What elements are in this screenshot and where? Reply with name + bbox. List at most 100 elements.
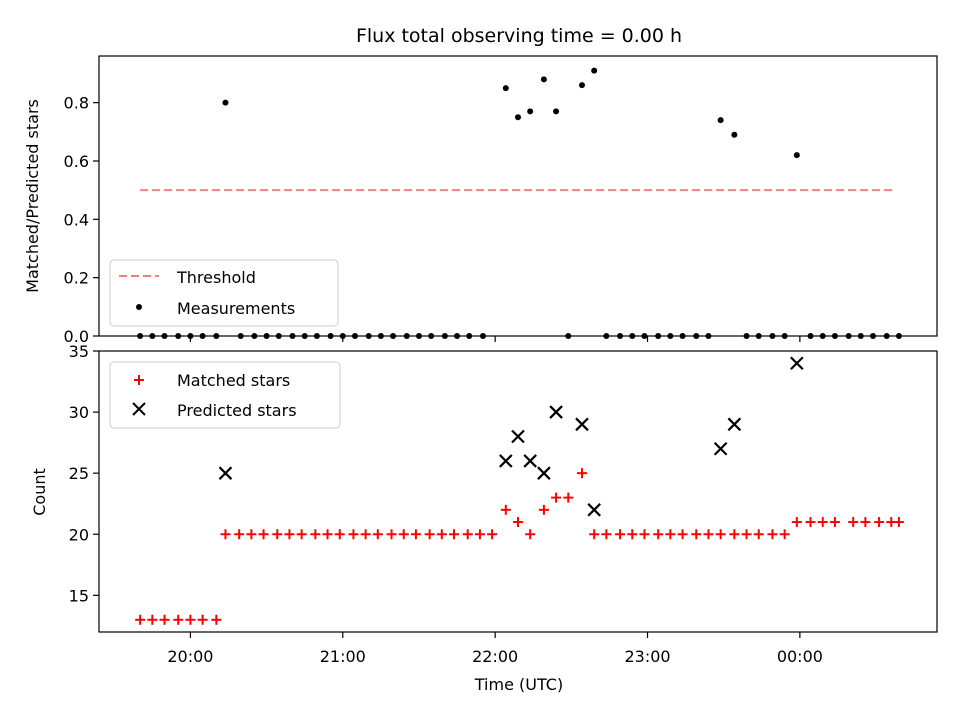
matched-point-28 (487, 529, 498, 540)
measurement-point-17 (351, 333, 358, 339)
measurement-point-44 (705, 333, 712, 339)
matched-point-41 (653, 529, 664, 540)
matched-point-44 (691, 529, 702, 540)
measurement-point-21 (403, 333, 410, 339)
matched-point-29 (500, 504, 511, 515)
xtick-label-4: 00:00 (777, 647, 823, 666)
top-legend-box (109, 259, 339, 327)
measurement-point-32 (553, 108, 560, 115)
measurement-point-43 (693, 333, 700, 339)
predicted-point-2 (511, 429, 525, 444)
measurement-point-48 (755, 333, 762, 339)
top-ytick-label-0: 0.0 (64, 327, 89, 346)
measurement-point-41 (667, 333, 674, 339)
matched-point-7 (220, 529, 231, 540)
measurement-point-38 (629, 333, 636, 339)
measurement-point-5 (199, 333, 206, 339)
predicted-point-9 (727, 417, 742, 432)
matched-point-46 (715, 529, 726, 540)
measurement-point-2 (161, 333, 168, 339)
matched-point-30 (513, 517, 523, 528)
predicted-point-5 (549, 405, 563, 419)
measurement-point-6 (213, 333, 220, 339)
measurement-point-49 (769, 333, 776, 339)
matched-point-19 (372, 529, 383, 540)
measurement-point-57 (870, 333, 877, 339)
measurement-point-11 (275, 333, 282, 339)
matched-point-15 (322, 529, 333, 540)
matched-point-8 (234, 529, 245, 540)
matched-point-56 (848, 517, 859, 528)
bottom-ytick-label-4: 35 (69, 342, 89, 361)
measurement-point-59 (895, 333, 902, 339)
measurement-point-8 (237, 333, 244, 339)
measurement-point-34 (578, 82, 585, 89)
top-y-ticks: 0.0 0.2 0.4 0.6 0.8 (64, 94, 99, 346)
legend-measurements-label: Measurements (177, 299, 295, 318)
bottom-data-marks (135, 356, 904, 625)
measurement-point-47 (743, 333, 750, 339)
matched-point-51 (779, 529, 790, 540)
measurement-point-22 (415, 333, 422, 339)
measurement-point-46 (731, 131, 738, 138)
measurement-point-15 (327, 333, 334, 339)
matched-point-50 (767, 529, 778, 540)
matched-point-35 (576, 468, 587, 479)
matched-point-27 (474, 529, 485, 540)
top-ytick-label-2: 0.4 (64, 210, 89, 229)
matched-point-3 (173, 614, 184, 625)
chart-title: Flux total observing time = 0.00 h (356, 25, 682, 47)
matched-point-2 (159, 614, 170, 625)
matched-point-18 (360, 529, 371, 540)
matched-point-17 (348, 529, 359, 540)
top-subplot: 0.00.20.40.60.8 Matched/Predicted stars … (23, 55, 938, 346)
legend-measurements-swatch (136, 304, 142, 310)
matched-point-9 (246, 529, 257, 540)
legend-matched-swatch (134, 375, 144, 385)
predicted-point-0 (218, 466, 233, 480)
matched-point-16 (334, 529, 345, 540)
matched-point-36 (589, 529, 600, 540)
bottom-ytick-label-1: 20 (69, 525, 89, 544)
bottom-legend-box (109, 361, 341, 429)
matched-point-24 (436, 529, 447, 540)
matched-point-57 (860, 517, 871, 528)
measurement-point-0 (137, 333, 144, 339)
measurement-point-16 (339, 333, 346, 339)
predicted-point-8 (713, 441, 728, 456)
measurement-point-28 (502, 85, 509, 92)
measurement-point-13 (301, 333, 308, 339)
matched-point-1 (147, 614, 158, 625)
predicted-point-3 (523, 454, 537, 468)
matched-point-47 (729, 529, 740, 540)
bottom-ytick-label-2: 25 (69, 464, 89, 483)
matched-point-13 (296, 529, 307, 540)
measurement-point-19 (377, 333, 384, 339)
bottom-x-ticks: 20:00 21:00 22:00 23:00 00:00 (167, 632, 823, 666)
measurement-point-27 (479, 333, 486, 339)
predicted-point-4 (537, 466, 551, 480)
xtick-label-3: 23:00 (624, 647, 670, 666)
measurement-point-30 (527, 108, 534, 115)
measurement-point-52 (807, 333, 814, 339)
measurement-point-37 (617, 333, 624, 339)
legend-matched-label: Matched stars (177, 371, 290, 390)
measurement-point-39 (641, 333, 648, 339)
matched-point-22 (410, 529, 421, 540)
bottom-y-axis-label: Count (30, 468, 49, 516)
matched-point-33 (551, 492, 562, 503)
measurement-point-1 (149, 333, 156, 339)
matched-point-23 (424, 529, 435, 540)
measurement-point-56 (857, 333, 864, 339)
measurement-point-29 (515, 114, 521, 121)
matched-point-26 (462, 529, 473, 540)
measurement-point-24 (441, 333, 448, 339)
matched-point-0 (135, 614, 146, 625)
top-ytick-label-1: 0.2 (64, 269, 89, 288)
matched-point-21 (398, 529, 409, 540)
measurement-point-25 (454, 333, 461, 339)
bottom-y-ticks: 15 20 25 30 35 (69, 342, 99, 605)
bottom-plot-frame (98, 350, 938, 633)
matched-point-14 (310, 529, 321, 540)
